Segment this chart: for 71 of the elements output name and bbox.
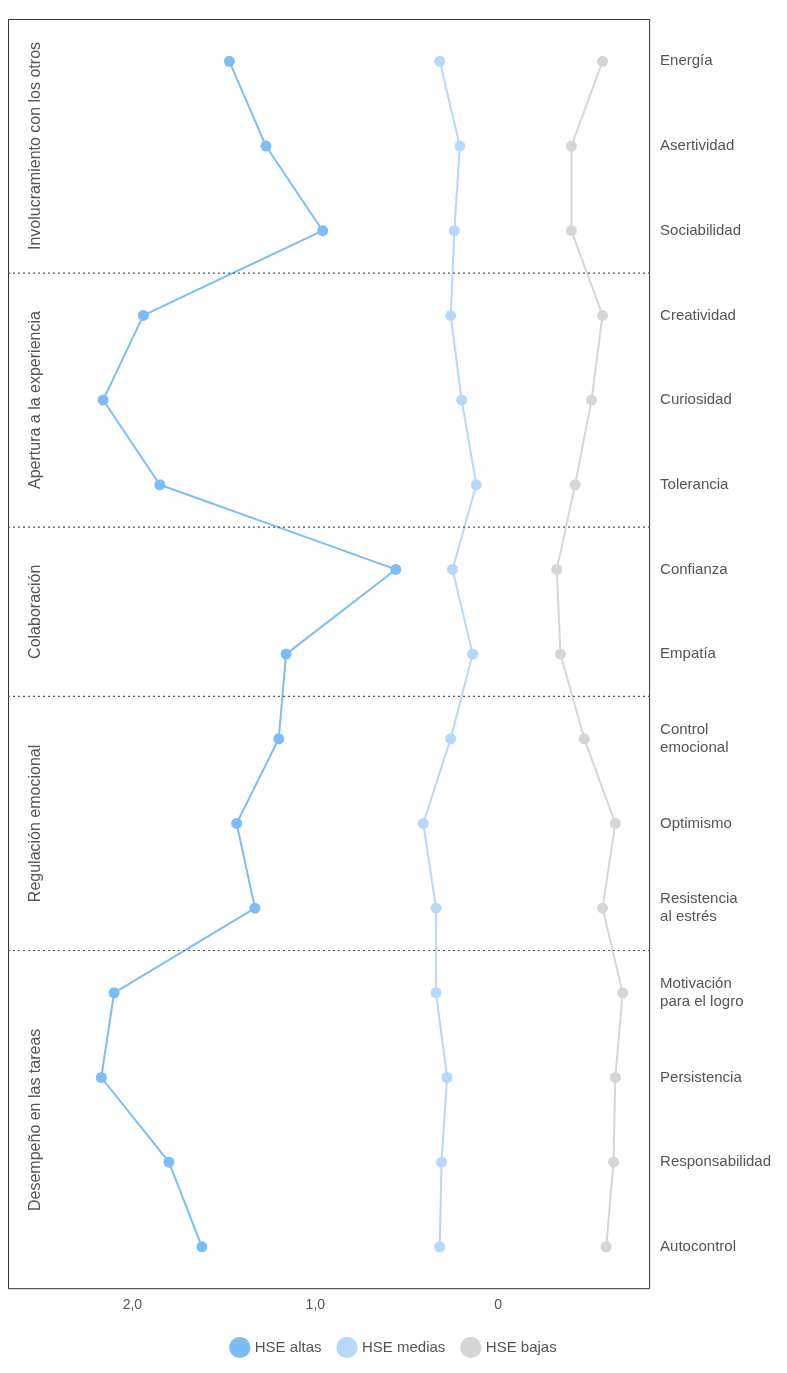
point [565, 225, 577, 237]
y-tick-label: Asertividad [660, 136, 735, 154]
point [223, 55, 235, 67]
point [196, 1241, 208, 1253]
point [249, 902, 261, 914]
point [609, 1072, 621, 1083]
point [600, 1241, 612, 1253]
legend-label: HSE medias [361, 1337, 446, 1355]
point [565, 140, 577, 152]
y-tick-label: Resistencia al estrés [660, 889, 739, 925]
annotation: Colaboración [26, 564, 44, 659]
point [448, 225, 460, 237]
point [434, 55, 446, 67]
point [586, 394, 598, 406]
point [445, 309, 457, 321]
y-tick-label: Tolerancia [660, 474, 730, 492]
point [137, 309, 149, 321]
point [273, 733, 285, 745]
point [617, 987, 629, 999]
y-tick-label: Curiosidad [660, 390, 732, 408]
point [434, 1241, 446, 1253]
point [608, 1156, 619, 1168]
point [430, 987, 442, 999]
y-tick-label: Creatividad [660, 305, 736, 323]
point [470, 479, 482, 491]
point [280, 648, 292, 660]
point [231, 817, 243, 829]
y-tick-label: Control emocional [660, 719, 729, 755]
x-tick-label: 1,0 [305, 1296, 326, 1313]
point [108, 987, 120, 999]
point [95, 1072, 107, 1083]
x-tick-label: 0 [494, 1296, 503, 1313]
point [554, 648, 566, 660]
annotation: Desempeño en las tareas [26, 1028, 44, 1211]
y-tick-label: Optimismo [660, 813, 732, 831]
annotation: Regulación emocional [26, 744, 44, 903]
y-tick-label: Motivación para el logro [660, 973, 744, 1009]
point [456, 394, 468, 406]
point [97, 394, 109, 406]
point [445, 733, 457, 745]
annotation: Apertura a la experiencia [26, 311, 44, 490]
point [551, 563, 563, 575]
x-tick-label: 2,0 [122, 1296, 143, 1313]
y-tick-label: Confianza [660, 559, 729, 577]
point [467, 648, 479, 660]
annotation: Involucramiento con los otros [26, 41, 44, 251]
y-tick-label: Autocontrol [660, 1237, 736, 1254]
y-tick-label: Responsabilidad [660, 1152, 772, 1170]
point [609, 817, 621, 829]
y-tick-label: Energía [660, 51, 714, 69]
point [569, 479, 581, 491]
legend-label: HSE bajas [485, 1337, 557, 1355]
point [597, 55, 609, 67]
legend-label: HSE altas [254, 1337, 322, 1355]
point [154, 479, 166, 491]
point [578, 733, 590, 745]
point [441, 1072, 453, 1083]
point [597, 309, 609, 321]
point [454, 140, 466, 152]
point [390, 563, 402, 575]
y-tick-label: Persistencia [660, 1067, 743, 1085]
point [317, 225, 329, 237]
point [447, 563, 459, 575]
point [260, 140, 272, 152]
point [597, 902, 609, 914]
point [436, 1156, 448, 1168]
point [430, 902, 442, 914]
y-tick-label: Empatía [660, 644, 717, 662]
point [163, 1156, 175, 1168]
point [417, 817, 429, 829]
y-tick-label: Sociabilidad [660, 220, 741, 238]
